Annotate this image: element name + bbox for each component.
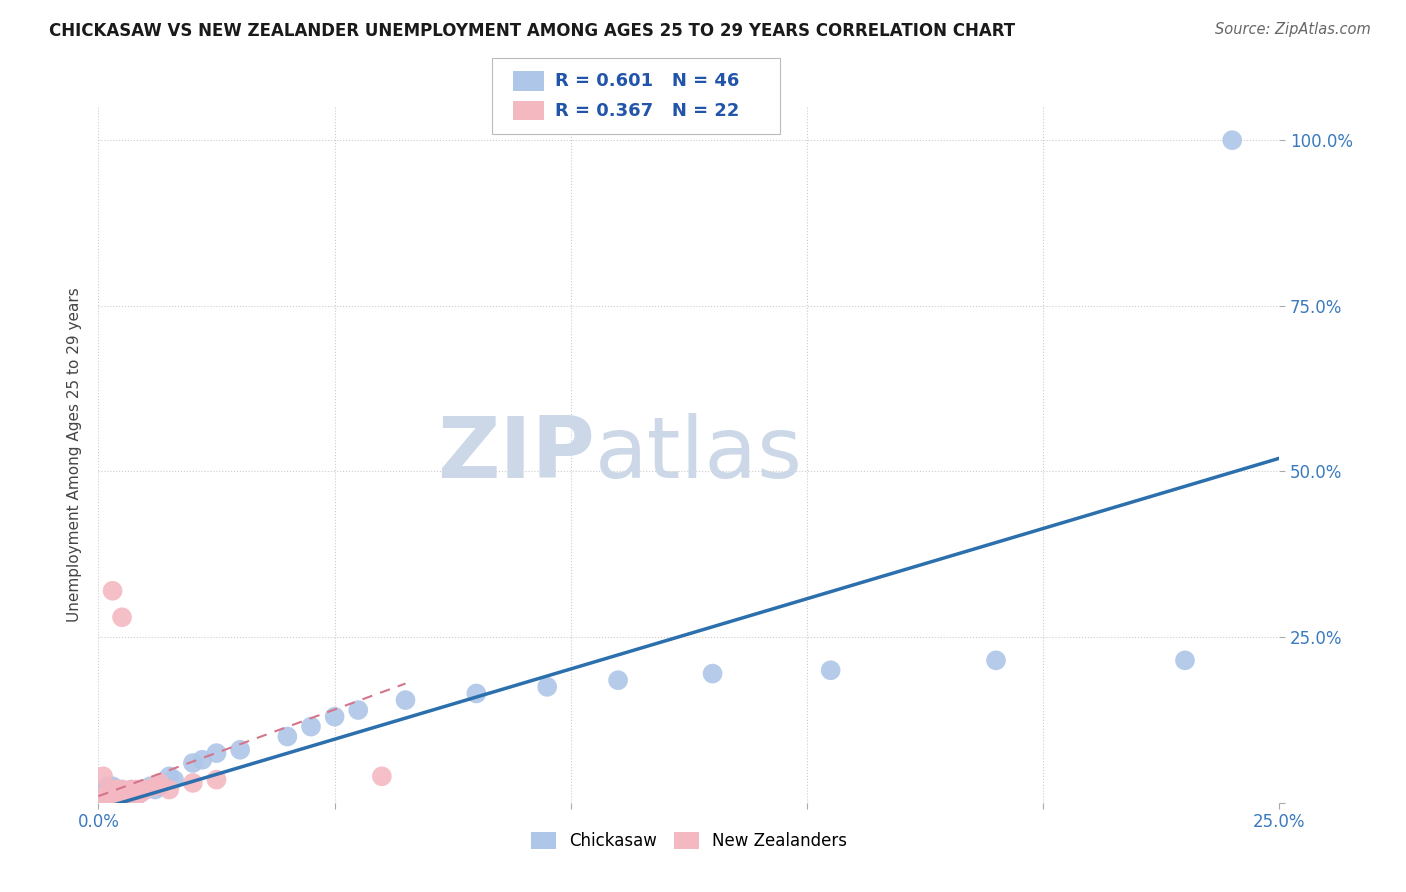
Text: atlas: atlas bbox=[595, 413, 803, 497]
Point bbox=[323, 709, 346, 723]
Point bbox=[91, 769, 114, 783]
Point bbox=[91, 786, 114, 800]
Point bbox=[181, 756, 204, 770]
Point bbox=[105, 786, 128, 800]
Point bbox=[91, 789, 114, 804]
Point bbox=[139, 779, 162, 793]
Point bbox=[143, 782, 166, 797]
Point bbox=[97, 782, 120, 797]
Point bbox=[97, 779, 120, 793]
Point bbox=[101, 782, 124, 797]
Point bbox=[105, 789, 128, 804]
Point bbox=[111, 789, 134, 804]
Point bbox=[149, 776, 172, 790]
Point bbox=[97, 789, 120, 804]
Point bbox=[135, 782, 157, 797]
Point bbox=[181, 776, 204, 790]
Point bbox=[820, 663, 842, 677]
Point bbox=[163, 772, 186, 787]
Point bbox=[105, 782, 128, 797]
Point bbox=[149, 779, 172, 793]
Point bbox=[101, 789, 124, 804]
Point bbox=[97, 789, 120, 804]
Point bbox=[97, 786, 120, 800]
Point bbox=[111, 610, 134, 624]
Text: R = 0.601   N = 46: R = 0.601 N = 46 bbox=[555, 72, 740, 90]
Point bbox=[101, 782, 124, 797]
Point bbox=[125, 786, 148, 800]
Point bbox=[101, 786, 124, 800]
Point bbox=[157, 769, 180, 783]
Point bbox=[135, 782, 157, 797]
Point bbox=[115, 786, 138, 800]
Point bbox=[1220, 133, 1243, 147]
Point bbox=[125, 789, 148, 804]
Point bbox=[111, 782, 134, 797]
Point bbox=[191, 753, 214, 767]
Point bbox=[101, 779, 124, 793]
Y-axis label: Unemployment Among Ages 25 to 29 years: Unemployment Among Ages 25 to 29 years bbox=[67, 287, 83, 623]
Point bbox=[115, 789, 138, 804]
Point bbox=[101, 583, 124, 598]
Point bbox=[111, 786, 134, 800]
Text: R = 0.367   N = 22: R = 0.367 N = 22 bbox=[555, 102, 740, 120]
Point bbox=[984, 653, 1007, 667]
Point bbox=[105, 789, 128, 804]
Point bbox=[91, 789, 114, 804]
Point bbox=[229, 743, 252, 757]
Text: CHICKASAW VS NEW ZEALANDER UNEMPLOYMENT AMONG AGES 25 TO 29 YEARS CORRELATION CH: CHICKASAW VS NEW ZEALANDER UNEMPLOYMENT … bbox=[49, 22, 1015, 40]
Point bbox=[347, 703, 370, 717]
Point bbox=[607, 673, 630, 688]
Point bbox=[1174, 653, 1197, 667]
Point bbox=[111, 789, 134, 804]
Point bbox=[702, 666, 724, 681]
Legend: Chickasaw, New Zealanders: Chickasaw, New Zealanders bbox=[524, 826, 853, 857]
Text: ZIP: ZIP bbox=[437, 413, 595, 497]
Point bbox=[394, 693, 416, 707]
Point bbox=[97, 786, 120, 800]
Point bbox=[125, 789, 148, 804]
Point bbox=[105, 782, 128, 797]
Point bbox=[205, 746, 228, 760]
Point bbox=[205, 772, 228, 787]
Point bbox=[536, 680, 558, 694]
Point bbox=[143, 779, 166, 793]
Point bbox=[129, 782, 152, 797]
Point bbox=[465, 686, 488, 700]
Point bbox=[125, 782, 148, 797]
Point bbox=[371, 769, 394, 783]
Point bbox=[115, 786, 138, 800]
Point bbox=[91, 782, 114, 797]
Point bbox=[129, 786, 152, 800]
Text: Source: ZipAtlas.com: Source: ZipAtlas.com bbox=[1215, 22, 1371, 37]
Point bbox=[276, 730, 298, 744]
Point bbox=[299, 720, 322, 734]
Point bbox=[121, 782, 143, 797]
Point bbox=[111, 782, 134, 797]
Point bbox=[101, 789, 124, 804]
Point bbox=[121, 782, 143, 797]
Point bbox=[157, 782, 180, 797]
